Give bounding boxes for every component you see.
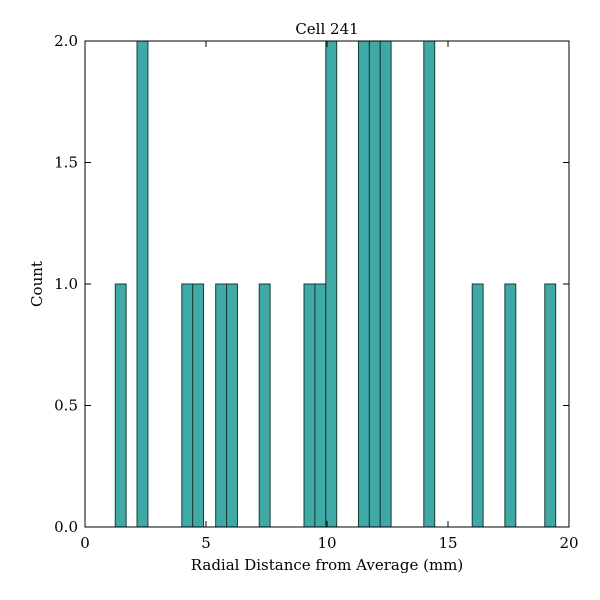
x-tick-label: 0 [80,534,90,552]
chart-title: Cell 241 [295,20,358,38]
plot-frame [84,40,570,528]
histogram-bar [215,283,228,528]
y-axis-label: Count [28,261,46,307]
bar-group [114,40,557,528]
histogram-bar [136,40,149,528]
histogram-bar [544,283,557,528]
histogram-bar [325,40,338,528]
histogram-bar [226,283,238,528]
histogram-bar [314,283,327,528]
histogram-bar [357,40,370,528]
histogram-bar [423,40,436,528]
histogram-bar [181,283,194,528]
y-tick-label: 1.0 [54,275,78,293]
x-tick-label: 10 [317,534,336,552]
histogram-bar [368,40,381,528]
y-tick-label: 2.0 [54,32,78,50]
y-tick-label: 0.5 [54,397,78,415]
y-tick-label: 0.0 [54,518,78,536]
axis-ticks: 0 5 10 15 20 0.0 0.5 1.0 1.5 2.0 [54,32,578,552]
histogram-bar [379,40,392,528]
histogram-bar [504,283,517,528]
histogram-bar [192,283,205,528]
x-tick-label: 20 [559,534,578,552]
y-tick-label: 1.5 [54,154,78,172]
x-tick-label: 5 [201,534,211,552]
histogram-bar [114,283,127,528]
histogram-bar [258,283,271,528]
histogram-bar [471,283,484,528]
x-tick-label: 15 [438,534,457,552]
x-axis-label: Radial Distance from Average (mm) [191,556,464,574]
histogram-bar [303,283,316,528]
